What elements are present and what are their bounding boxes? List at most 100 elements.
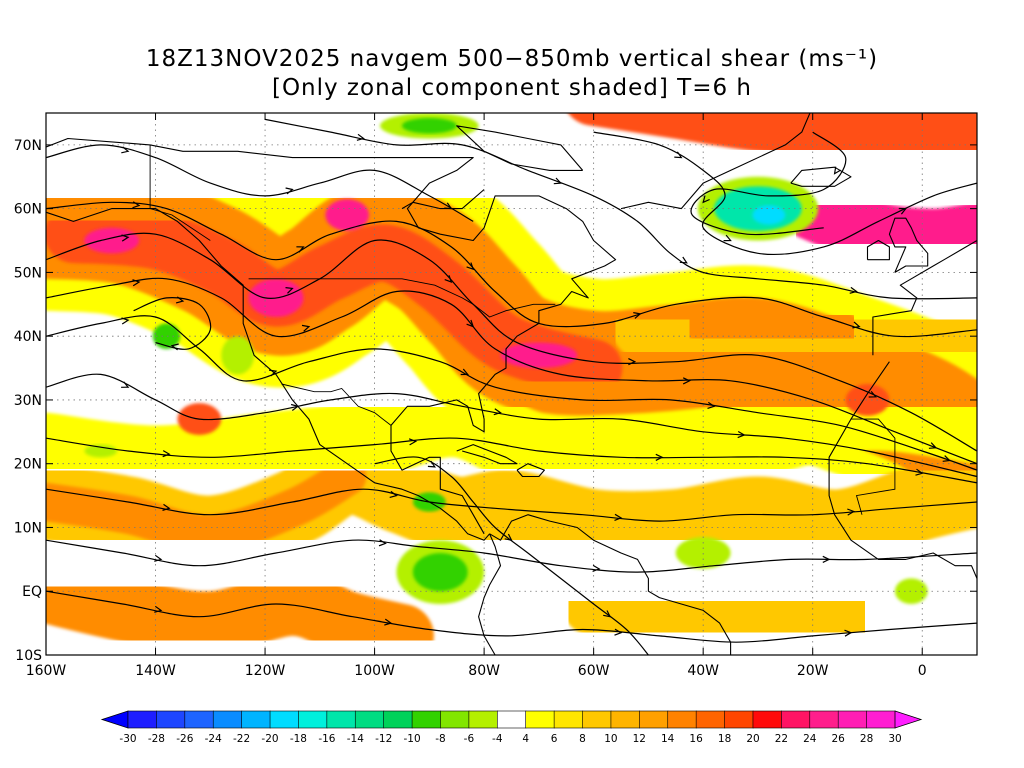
streamline-arrow — [682, 377, 691, 385]
border-africa-west — [851, 418, 896, 515]
streamline-arrow — [296, 246, 305, 253]
chart-title-line1: 18Z13NOV2025 navgem 500−850mb vertical s… — [145, 46, 879, 72]
streamline-arrow — [389, 490, 398, 498]
coastline-hudson-bay — [401, 189, 485, 210]
wind-streamlines — [46, 118, 977, 655]
streamline-arrow — [737, 430, 746, 439]
streamline-arrow — [942, 455, 951, 462]
streamline-arrow — [121, 317, 130, 325]
coastline-south-america — [489, 514, 732, 655]
coastline-cuba — [456, 444, 518, 465]
shear-band-red_orange — [46, 205, 623, 397]
plot-frame — [45, 112, 978, 656]
streamline-arrow — [285, 187, 294, 195]
streamline-arrow — [121, 234, 130, 242]
streamline-arrow — [847, 508, 856, 516]
streamline-arrow — [614, 628, 623, 636]
streamline-arrow — [915, 468, 924, 476]
streamline-arrow — [269, 369, 278, 377]
shear-band-gold — [561, 572, 872, 655]
shear-cell-green — [412, 553, 468, 592]
streamline — [46, 373, 977, 478]
x-tick-label: 0 — [918, 663, 927, 679]
streamline — [46, 539, 977, 573]
shear-cell-lime — [675, 537, 731, 569]
shear-band-red_orange — [568, 113, 977, 177]
streamline — [46, 488, 977, 522]
streamline-arrow — [928, 442, 938, 449]
streamline-arrow — [679, 256, 688, 264]
streamline-arrow — [290, 403, 300, 411]
streamline — [690, 131, 847, 236]
streamline — [46, 590, 977, 643]
streamline-arrow — [603, 610, 612, 618]
streamline-arrow — [154, 554, 163, 562]
streamline-arrow — [175, 296, 185, 304]
shear-band-magenta — [780, 176, 977, 273]
coastline-hispaniola — [516, 463, 545, 478]
x-tick-label: 20W — [797, 663, 829, 679]
streamline-arrow — [356, 133, 365, 141]
border-us-mexico — [281, 383, 392, 426]
coastline-greenland — [620, 113, 811, 210]
streamline-arrow — [674, 151, 683, 159]
x-tick-label: 40W — [687, 663, 719, 679]
streamline-arrow — [285, 287, 294, 294]
shear-cell-lime — [84, 444, 118, 458]
streamline-arrow — [444, 202, 453, 210]
y-tick-label: EQ — [22, 584, 42, 600]
streamline-arrow — [868, 391, 877, 398]
streamline-arrow — [614, 513, 623, 521]
streamline-arrow — [162, 503, 171, 511]
streamline-arrow — [655, 453, 664, 461]
streamline-arrow — [121, 146, 130, 154]
x-tick-label: 160W — [26, 663, 67, 679]
streamline-arrow — [466, 319, 475, 328]
chart-title-line2: [Only zonal component shaded] T=6 h — [271, 75, 753, 101]
shear-cell-magenta — [84, 227, 140, 254]
coastline-iberia-europe — [872, 240, 977, 356]
y-tick-label: 40N — [14, 329, 42, 345]
x-tick-label: 60W — [578, 663, 610, 679]
y-tick-label: 70N — [14, 138, 42, 154]
streamline-arrow — [408, 438, 418, 446]
streamline-arrow — [427, 460, 436, 468]
coastline-britain — [888, 217, 929, 273]
shear-cell-lime — [221, 336, 255, 375]
streamline-arrow — [553, 177, 563, 185]
streamline — [264, 118, 977, 300]
streamline — [46, 315, 977, 471]
streamline-arrow — [460, 368, 469, 376]
lat-lon-grid — [46, 113, 977, 655]
streamline-arrow — [633, 312, 642, 319]
streamline-arrow — [707, 401, 716, 409]
axes: 160W 140W 120W 100W 80W 60W 40W 20W 0 70N 60N 50N 40… — [14, 113, 977, 679]
streamline — [46, 437, 977, 484]
coastline-south-america-west — [478, 533, 502, 655]
y-tick-label: 10N — [14, 520, 42, 536]
streamline-arrow — [822, 555, 831, 563]
y-tick-label: 20N — [14, 457, 42, 473]
shear-cell-red_orange — [845, 384, 890, 416]
streamline-arrow — [504, 533, 513, 542]
x-tick-label: 100W — [354, 663, 395, 679]
shear-cell-cyan — [752, 205, 786, 225]
coastline-baffin — [456, 125, 584, 171]
streamline-arrow — [702, 195, 710, 204]
streamline-arrow — [384, 618, 393, 626]
streamline-arrow — [833, 166, 841, 175]
x-tick-label: 120W — [245, 663, 286, 679]
streamline-arrow — [628, 358, 637, 366]
y-tick-label: 10S — [15, 648, 42, 664]
streamline — [46, 277, 977, 465]
coastlines — [46, 113, 977, 655]
streamline-arrow — [301, 324, 311, 332]
y-tick-label: 60N — [14, 202, 42, 218]
border-alaska-canada — [149, 144, 211, 241]
x-tick-label: 140W — [135, 663, 176, 679]
streamline — [46, 201, 977, 338]
streamline-arrow — [170, 343, 179, 351]
shear-band-orange — [46, 457, 367, 553]
shear-band-orange — [46, 559, 434, 655]
